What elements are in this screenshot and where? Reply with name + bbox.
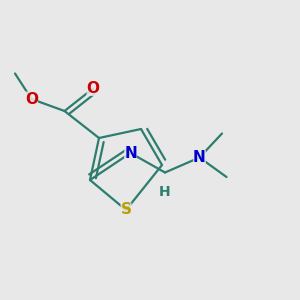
Text: N: N bbox=[193, 150, 206, 165]
Text: O: O bbox=[25, 92, 38, 106]
Text: N: N bbox=[124, 146, 137, 160]
Text: S: S bbox=[121, 202, 131, 217]
Text: H: H bbox=[159, 185, 171, 199]
Text: O: O bbox=[86, 81, 100, 96]
